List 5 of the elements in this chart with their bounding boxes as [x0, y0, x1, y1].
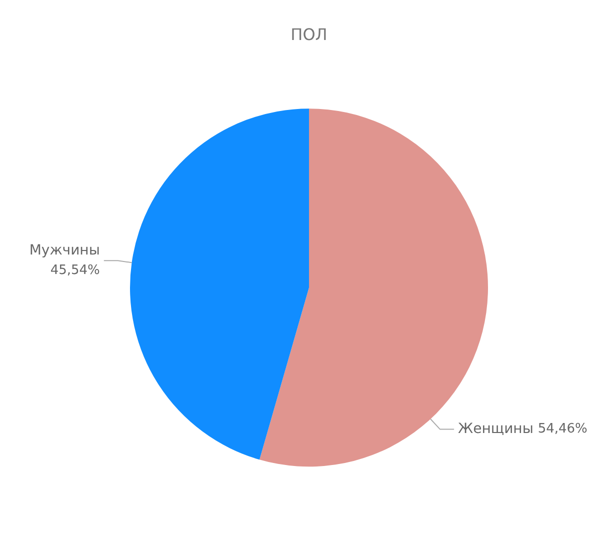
data-label: 54,46% [538, 422, 588, 437]
data-label: 45,54% [50, 263, 100, 278]
chart-title: ПОЛ [290, 24, 328, 44]
slice-label: Мужчины [29, 242, 100, 258]
slice-label: Женщины [458, 420, 534, 437]
